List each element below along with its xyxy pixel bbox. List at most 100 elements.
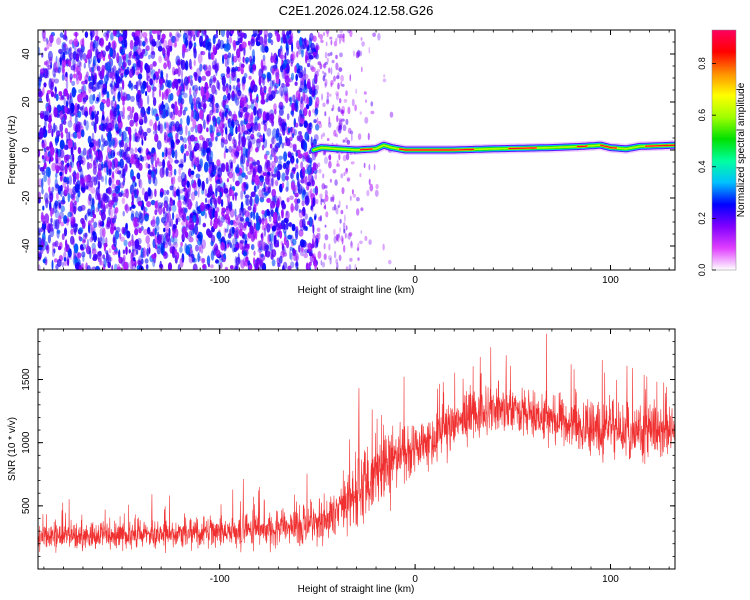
noise-blob	[196, 234, 201, 239]
noise-blob	[81, 220, 86, 229]
noise-blob	[128, 249, 131, 254]
noise-blob	[217, 167, 222, 178]
noise-blob	[173, 168, 177, 176]
noise-blob	[139, 149, 142, 154]
noise-blob	[159, 39, 162, 48]
noise-blob	[149, 30, 152, 36]
noise-speckle	[374, 189, 379, 197]
noise-blob	[301, 49, 304, 58]
noise-speckle	[317, 162, 321, 168]
noise-blob	[47, 122, 52, 130]
noise-blob	[169, 157, 173, 164]
noise-blob	[50, 81, 54, 91]
noise-blob	[104, 74, 109, 86]
noise-blob	[147, 169, 152, 176]
noise-blob	[139, 97, 144, 109]
noise-blob	[312, 237, 314, 249]
noise-speckle	[349, 74, 352, 82]
noise-blob	[58, 161, 64, 171]
noise-blob	[55, 172, 58, 179]
noise-speckle	[312, 108, 316, 114]
noise-blob	[213, 221, 218, 230]
noise-blob	[259, 194, 265, 200]
noise-blob	[234, 94, 238, 104]
noise-speckle	[346, 177, 350, 182]
noise-blob	[116, 104, 120, 111]
noise-blob	[184, 174, 187, 185]
noise-blob	[222, 214, 227, 221]
noise-blob	[170, 121, 175, 127]
noise-blob	[285, 175, 289, 181]
colorbar-frame	[711, 29, 737, 271]
noise-blob	[205, 197, 208, 203]
noise-speckle	[373, 163, 376, 171]
noise-blob	[83, 110, 89, 117]
noise-blob	[59, 56, 62, 66]
noise-blob	[286, 197, 290, 203]
noise-blob	[44, 241, 48, 247]
noise-blob	[122, 105, 125, 117]
noise-blob	[301, 218, 306, 229]
noise-blob	[192, 263, 198, 270]
noise-blob	[182, 137, 187, 144]
noise-blob	[123, 261, 129, 270]
noise-blob	[66, 138, 69, 150]
noise-blob	[62, 120, 67, 125]
noise-blob	[162, 39, 168, 48]
noise-blob	[101, 114, 105, 121]
noise-blob	[136, 94, 141, 99]
noise-blob	[216, 179, 221, 185]
noise-blob	[253, 122, 259, 132]
noise-blob	[271, 177, 274, 187]
noise-blob	[224, 266, 229, 270]
noise-blob	[73, 243, 79, 254]
noise-blob	[131, 175, 136, 181]
noise-blob	[84, 214, 87, 221]
noise-blob	[207, 41, 212, 52]
noise-speckle	[351, 189, 354, 195]
colorbar-gradient	[712, 30, 736, 270]
noise-blob	[63, 43, 69, 53]
noise-blob	[39, 167, 45, 172]
noise-blob	[169, 197, 172, 203]
noise-blob	[186, 115, 190, 126]
noise-blob	[149, 231, 154, 237]
noise-blob	[180, 144, 184, 154]
noise-blob	[189, 94, 193, 105]
noise-speckle	[364, 235, 368, 241]
noise-speckle	[326, 57, 329, 63]
noise-blob	[249, 41, 252, 51]
noise-blob	[161, 151, 165, 158]
noise-speckle	[335, 207, 339, 215]
noise-blob	[137, 90, 140, 95]
noise-blob	[112, 234, 116, 244]
noise-blob	[87, 195, 91, 206]
noise-blob	[155, 115, 160, 121]
noise-blob	[221, 75, 226, 87]
noise-blob	[206, 255, 211, 266]
noise-blob	[91, 74, 95, 84]
noise-blob	[104, 161, 108, 168]
noise-blob	[234, 264, 237, 270]
noise-blob	[134, 239, 140, 249]
noise-speckle	[341, 118, 345, 122]
noise-blob	[229, 189, 234, 196]
noise-blob	[51, 128, 54, 138]
noise-blob	[272, 80, 275, 87]
noise-blob	[202, 64, 205, 70]
noise-blob	[285, 136, 288, 144]
noise-blob	[49, 34, 54, 44]
noise-blob	[97, 202, 100, 212]
noise-speckle	[328, 243, 331, 251]
noise-blob	[267, 32, 273, 39]
noise-blob	[182, 32, 186, 44]
noise-speckle	[344, 232, 347, 239]
noise-blob	[210, 125, 216, 133]
noise-blob	[210, 52, 214, 60]
noise-blob	[239, 111, 243, 118]
noise-blob	[111, 264, 114, 270]
noise-blob	[111, 159, 116, 170]
noise-blob	[173, 250, 178, 255]
noise-blob	[179, 118, 183, 126]
noise-blob	[65, 35, 68, 42]
